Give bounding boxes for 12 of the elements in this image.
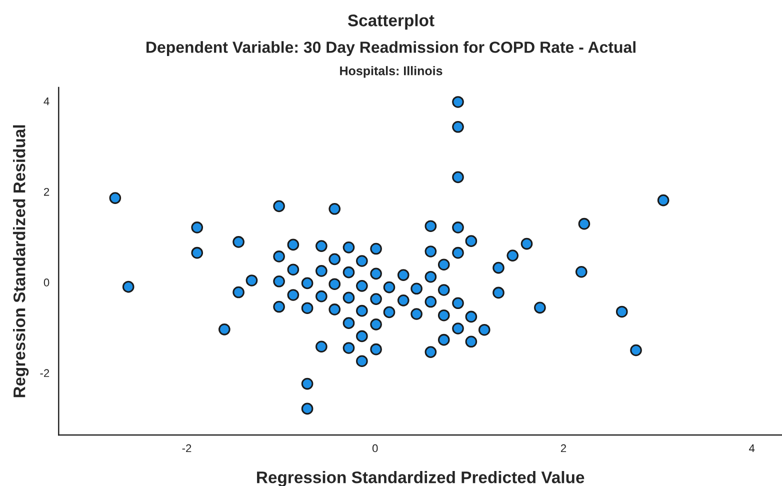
x-tick-label: 0 bbox=[372, 444, 378, 452]
chart-subtitle: Dependent Variable: 30 Day Readmission for COPD Rate - Actual bbox=[146, 41, 636, 56]
y-tick-label: 4 bbox=[44, 97, 50, 106]
y-tick-label: 2 bbox=[44, 188, 50, 196]
y-tick-label: -2 bbox=[40, 369, 50, 377]
x-tick-label: 4 bbox=[749, 444, 755, 452]
text: Hospitals: Illinois bbox=[340, 66, 442, 78]
chart-title: Scatterplot bbox=[348, 14, 434, 30]
x-tick-label: 2 bbox=[560, 444, 566, 452]
y-axis-title: Regression Standardized Residual bbox=[13, 125, 29, 398]
y-tick-label: 0 bbox=[44, 278, 50, 286]
x-tick-label: -2 bbox=[182, 444, 192, 452]
